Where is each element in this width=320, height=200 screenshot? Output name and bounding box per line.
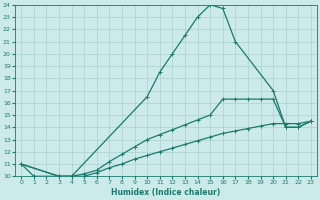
X-axis label: Humidex (Indice chaleur): Humidex (Indice chaleur) <box>111 188 221 197</box>
